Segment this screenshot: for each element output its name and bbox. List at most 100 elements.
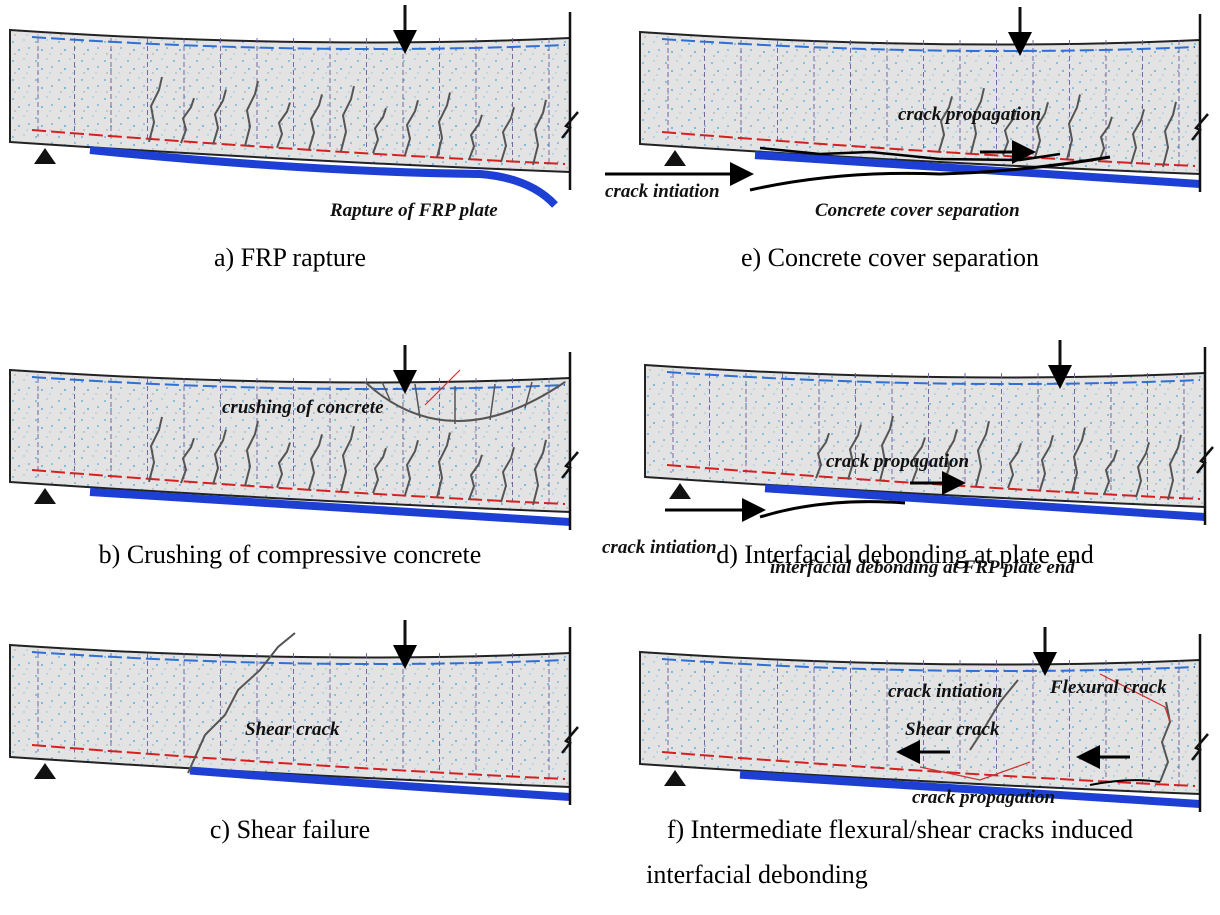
caption: interfacial debonding [646, 860, 868, 889]
crack [911, 437, 926, 483]
frp-plate [754, 151, 1201, 188]
crack [1007, 442, 1022, 489]
crush-zone [364, 381, 566, 422]
break-mark [1191, 113, 1209, 141]
crack [970, 87, 985, 154]
support [664, 770, 686, 786]
support [34, 148, 56, 164]
crack [500, 447, 515, 503]
crack [180, 437, 195, 484]
leader [919, 673, 1171, 781]
crack [212, 429, 227, 485]
crack [1103, 449, 1118, 496]
crack [1039, 434, 1054, 491]
annotation: crack propagation [826, 451, 969, 472]
crack [436, 92, 451, 158]
crack [468, 454, 483, 501]
bottom-rebar [31, 469, 566, 505]
debond-line [1089, 779, 1161, 786]
beam-body [639, 30, 1201, 176]
crack [308, 434, 323, 490]
crack [212, 89, 227, 145]
debond-line [759, 500, 906, 519]
annotation: crack intiation [605, 181, 720, 202]
crack [1162, 101, 1177, 168]
crack [938, 96, 953, 152]
annotation: Shear crack [905, 719, 1000, 740]
top-rebar [31, 376, 566, 391]
crack [180, 97, 195, 144]
frp-plate [89, 487, 571, 526]
beam-f [639, 627, 1209, 812]
support [669, 483, 691, 499]
shear-crack [187, 632, 296, 774]
crack [308, 94, 323, 150]
support [34, 763, 56, 779]
break-mark [1191, 733, 1209, 761]
crack [1130, 109, 1145, 165]
leader [424, 369, 461, 406]
beam-d [644, 340, 1214, 525]
crack [879, 415, 894, 482]
crack [1034, 101, 1049, 158]
caption: b) Crushing of compressive concrete [99, 540, 482, 569]
crack [975, 420, 990, 487]
beam-body [644, 363, 1206, 509]
top-rebar [666, 371, 1201, 386]
crack [276, 442, 291, 488]
annotation: Flexural crack [1049, 677, 1167, 698]
crack [532, 439, 547, 506]
crack [404, 99, 419, 156]
beam-c [9, 620, 579, 805]
caption: f) Intermediate flexural/shear cracks in… [667, 815, 1133, 844]
bottom-rebar [31, 744, 566, 780]
annotation: crack intiation [888, 681, 1003, 702]
crack [500, 107, 515, 163]
bottom-rebar [31, 129, 566, 165]
crush-lines [381, 381, 533, 424]
beam-a [9, 5, 579, 208]
crack [1066, 94, 1081, 160]
annotation: Concrete cover separation [815, 200, 1020, 221]
break-mark [561, 451, 579, 479]
break-mark [561, 726, 579, 754]
crack [148, 76, 163, 143]
crack [372, 107, 387, 154]
support [664, 150, 686, 166]
top-rebar [661, 38, 1196, 53]
crack [244, 420, 259, 487]
crack-line [749, 155, 1111, 192]
crack [847, 424, 862, 480]
bottom-rebar [661, 751, 1196, 787]
crack [1071, 427, 1086, 493]
crack [468, 114, 483, 161]
break-mark [561, 111, 579, 139]
flexural-crack [1159, 701, 1172, 783]
caption: d) Interfacial debonding at plate end [716, 540, 1094, 569]
annotation: interfacial debonding at FRP plate end [770, 557, 1075, 578]
frp-plate [89, 146, 558, 208]
caption: e) Concrete cover separation [741, 243, 1039, 272]
beam-e [605, 7, 1209, 192]
break-mark [1196, 446, 1214, 474]
beam-b [9, 345, 579, 530]
caption: a) FRP rapture [214, 243, 366, 272]
annotation: crack propagation [898, 104, 1041, 125]
caption: c) Shear failure [210, 815, 370, 844]
crack [276, 102, 291, 148]
frp-plate [189, 766, 571, 801]
crack [1135, 442, 1150, 498]
annotation: crushing of concrete [222, 397, 384, 418]
frp-plate [739, 770, 1201, 808]
crack [815, 432, 830, 479]
shear-crack [969, 679, 1019, 751]
crack [1167, 434, 1182, 501]
top-rebar [661, 658, 1196, 673]
annotation: Rapture of FRP plate [329, 200, 498, 221]
crack [1002, 109, 1017, 156]
crack [244, 80, 259, 147]
beam-body [9, 643, 571, 789]
crack [436, 432, 451, 498]
crack [340, 425, 355, 492]
